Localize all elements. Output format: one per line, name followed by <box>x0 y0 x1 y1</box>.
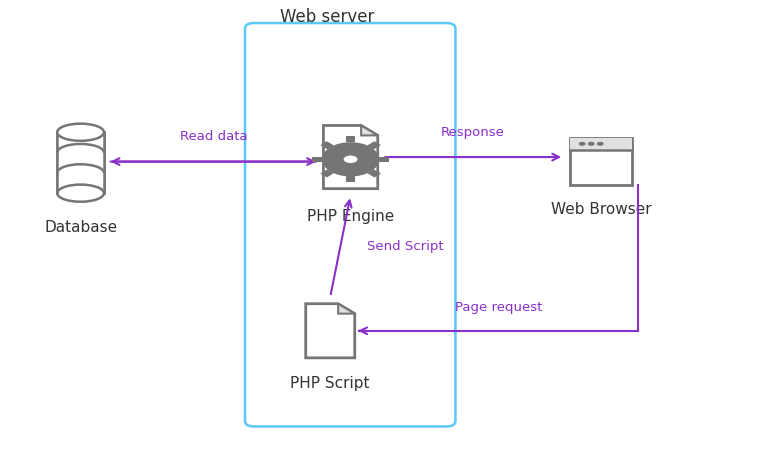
Polygon shape <box>320 169 334 178</box>
Text: Database: Database <box>44 220 117 235</box>
Polygon shape <box>346 136 355 143</box>
Circle shape <box>579 142 585 146</box>
Text: PHP Script: PHP Script <box>291 376 370 391</box>
Circle shape <box>587 142 594 146</box>
Text: Web Browser: Web Browser <box>550 202 651 217</box>
Text: Response: Response <box>441 126 505 139</box>
Ellipse shape <box>58 185 104 202</box>
Polygon shape <box>320 141 334 149</box>
Polygon shape <box>323 125 378 189</box>
Polygon shape <box>313 157 322 162</box>
Polygon shape <box>361 125 378 135</box>
Text: Read data: Read data <box>179 130 247 143</box>
Circle shape <box>597 142 603 146</box>
Text: Send Script: Send Script <box>366 240 443 253</box>
Polygon shape <box>58 132 104 193</box>
Polygon shape <box>570 138 632 150</box>
Polygon shape <box>367 169 381 178</box>
Polygon shape <box>570 138 632 185</box>
Circle shape <box>322 142 379 177</box>
Polygon shape <box>378 157 389 162</box>
Circle shape <box>343 154 359 164</box>
Polygon shape <box>306 304 355 358</box>
Polygon shape <box>367 141 381 149</box>
Text: Page request: Page request <box>455 301 542 314</box>
Text: PHP Engine: PHP Engine <box>307 209 394 224</box>
Text: Web server: Web server <box>280 8 375 26</box>
Ellipse shape <box>58 123 104 141</box>
Polygon shape <box>338 304 355 314</box>
Polygon shape <box>346 176 355 182</box>
